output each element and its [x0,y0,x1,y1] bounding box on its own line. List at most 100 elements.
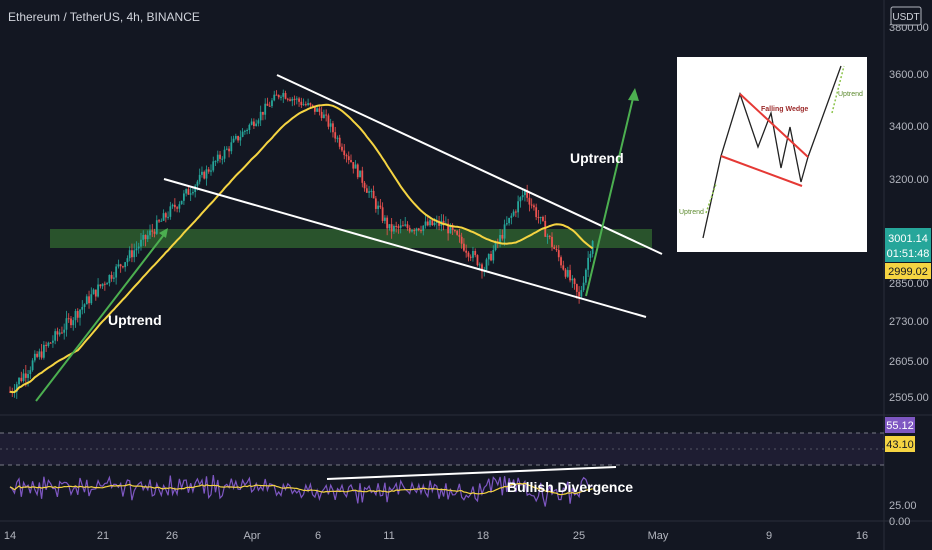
candle-body [564,269,567,277]
candle-body [253,121,255,126]
candle-body [356,164,359,178]
candle-body [76,311,79,318]
candle-body [149,230,151,236]
candle-body [512,211,515,216]
candle-body [460,236,463,244]
candle-body [584,269,587,283]
candle-body [530,204,533,206]
candle-body [374,198,377,209]
inset-background [677,57,867,252]
candle-body [173,204,176,208]
candle-body [67,318,70,320]
candle-body [72,320,75,326]
candle-body [124,262,127,268]
candle-body [395,225,398,227]
rsi-ma-line [9,482,593,496]
currency-badge[interactable] [890,6,922,26]
candle-body [557,250,560,258]
candle-body [225,148,228,150]
candle-body [275,94,278,96]
candle-body [381,207,384,221]
candle-body [411,230,413,232]
divergence-label: Bullish Divergence [507,479,633,495]
candle-body [126,258,129,263]
candle-body [442,220,445,225]
candle-body [106,283,109,285]
candle-body [546,235,549,237]
candle-body [140,239,142,247]
candle-body [487,253,490,260]
rsi-value: 55.12 [886,420,914,432]
price-tick-label: 3400.00 [889,121,929,133]
candle-body [422,225,425,231]
candle-body [198,174,201,182]
candle-body [115,266,118,278]
candle-body [207,169,210,172]
candle-body [146,235,149,240]
candle-body [393,225,395,232]
candle-body [537,217,540,219]
candle-body [474,250,477,256]
candle-body [160,220,163,222]
candle-body [182,193,185,201]
candle-body [535,207,538,218]
time-tick-label: Apr [243,530,260,542]
candle-body [201,171,203,175]
uptrend-arrowhead-right [628,88,639,101]
candle-body [135,248,138,251]
candle-body [169,206,172,217]
candle-body [383,217,386,221]
candle-body [70,318,72,326]
candle-body [221,158,224,160]
candle-body [27,374,29,378]
candle-body [203,171,206,179]
candle-body [399,225,402,228]
falling-wedge-inset: Falling Wedge Uptrend Uptrend [677,57,867,252]
candle-body [99,284,102,287]
candle-body [128,250,131,259]
candle-body [406,224,409,228]
candle-body [587,257,590,270]
candle-body [162,213,165,221]
candle-body [323,114,325,119]
candle-body [155,220,158,234]
candle-body [338,137,341,147]
candle-body [494,241,497,251]
time-axis[interactable]: 14 21 26 Apr 6 11 18 25 May 9 16 [4,530,868,542]
candle-body [517,201,520,213]
candle-body [370,190,373,192]
candle-body [524,190,526,196]
time-tick-label: 18 [477,530,489,542]
candle-body [469,256,472,258]
wedge-lower-line [163,178,647,318]
uptrend-arrowhead-left [159,228,168,238]
candle-body [508,217,510,224]
time-tick-label: 11 [383,530,394,542]
candle-body [582,282,585,291]
wedge-upper-line [276,74,663,255]
candle-body [472,250,474,258]
candle-body [171,204,174,207]
candle-body [485,259,488,270]
candle-body [257,120,260,124]
candle-body [185,189,188,194]
candle-body [45,344,48,346]
candle-body [54,331,57,341]
price-tick-label: 2850.00 [889,278,929,290]
candle-body [264,103,267,115]
candle-body [553,246,556,249]
candle-body [368,191,370,193]
inset-arrow-left [705,183,717,214]
candle-body [458,234,461,237]
candle-body [359,170,361,178]
candle-body [36,353,38,357]
candle-body [38,351,41,357]
candle-body [273,94,276,101]
candle-body [40,351,43,358]
inset-wedge-lower [720,155,803,187]
candle-body [481,264,483,272]
price-axis[interactable]: 2505.00 2605.00 2730.00 2850.00 3200.00 3400.… [889,22,929,404]
rsi-axis[interactable]: 0.00 25.00 [889,500,917,528]
time-tick-label: 16 [856,530,868,542]
